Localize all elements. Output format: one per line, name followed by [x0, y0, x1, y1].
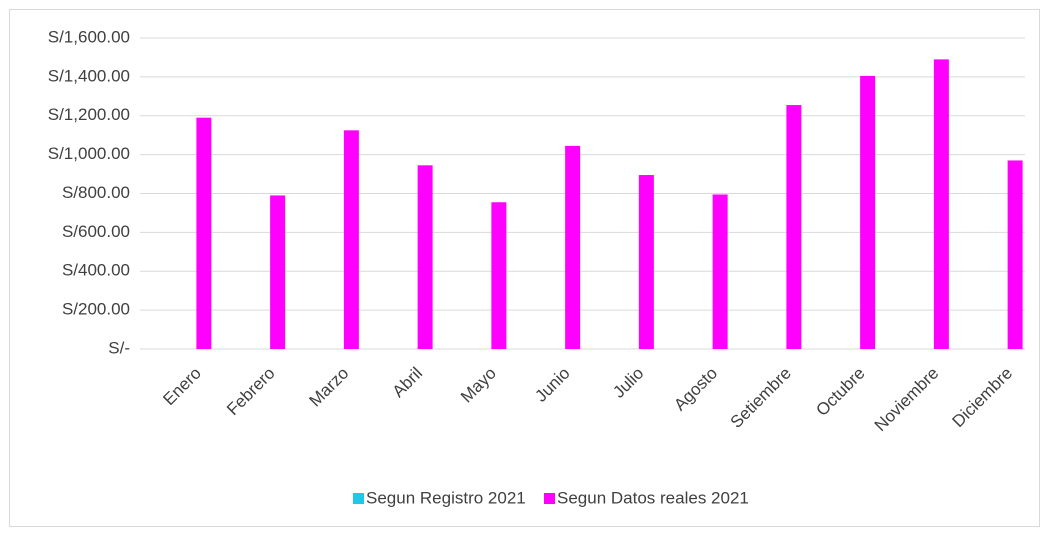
y-tick-label: S/1,600.00 — [48, 27, 130, 46]
bar — [565, 145, 581, 349]
bar — [196, 117, 212, 349]
bar — [417, 165, 433, 349]
legend-label: Segun Datos reales 2021 — [557, 488, 749, 507]
legend-label: Segun Registro 2021 — [366, 488, 526, 507]
legend-swatch — [544, 493, 555, 504]
bar — [786, 105, 802, 349]
y-tick-label: S/1,000.00 — [48, 144, 130, 163]
bar — [638, 175, 654, 349]
y-tick-label: S/1,400.00 — [48, 66, 130, 85]
bar — [270, 195, 286, 349]
y-tick-label: S/200.00 — [62, 300, 130, 319]
y-tick-label: S/600.00 — [62, 222, 130, 241]
bar — [933, 59, 949, 349]
bar — [712, 194, 728, 349]
y-tick-label: S/- — [108, 338, 130, 357]
bar — [860, 75, 876, 349]
legend-swatch — [353, 493, 364, 504]
bar — [343, 130, 359, 349]
y-tick-label: S/800.00 — [62, 183, 130, 202]
y-tick-label: S/1,200.00 — [48, 105, 130, 124]
y-tick-label: S/400.00 — [62, 261, 130, 280]
chart-border — [9, 9, 1040, 527]
bar — [1007, 160, 1023, 349]
bar — [491, 202, 507, 349]
